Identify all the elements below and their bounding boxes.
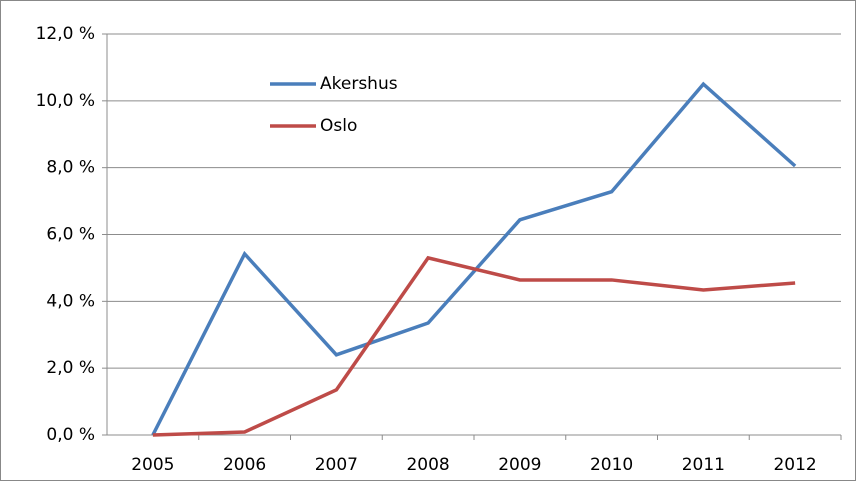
x-tick-label: 2009 [498,455,541,475]
x-tick-label: 2007 [315,455,358,475]
legend-label: Akershus [320,74,398,94]
legend-label: Oslo [320,116,357,136]
y-tick-label: 2,0 % [46,358,95,378]
y-tick-label: 10,0 % [36,91,95,111]
y-tick-label: 4,0 % [46,291,95,311]
y-tick-label: 8,0 % [46,158,95,178]
x-tick-label: 2010 [590,455,633,475]
x-tick-label: 2008 [406,455,449,475]
series-line [152,255,796,437]
y-tick-label: 12,0 % [36,24,95,44]
x-tick-label: 2011 [682,455,725,475]
x-tick-label: 2005 [131,455,174,475]
x-tick-label: 2012 [773,455,816,475]
y-tick-label: 0,0 % [46,425,95,445]
x-tick-label: 2006 [223,455,266,475]
series-line [151,81,797,436]
y-tick-label: 6,0 % [46,225,95,245]
